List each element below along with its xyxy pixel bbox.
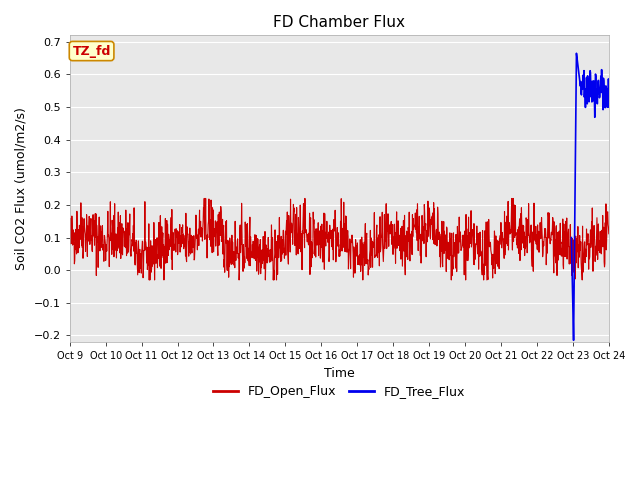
X-axis label: Time: Time	[324, 367, 355, 380]
FD_Tree_Flux	[596, 95, 604, 101]
FD_Open_Flux	[200, 195, 208, 201]
FD_Open_Flux	[66, 232, 74, 238]
FD_Open_Flux	[295, 246, 303, 252]
FD_Open_Flux	[108, 235, 115, 241]
FD_Tree_Flux	[573, 50, 580, 56]
FD_Open_Flux	[129, 223, 137, 228]
FD_Open_Flux	[316, 232, 324, 238]
FD_Tree_Flux	[570, 337, 577, 343]
Title: FD Chamber Flux: FD Chamber Flux	[273, 15, 405, 30]
Line: FD_Open_Flux: FD_Open_Flux	[70, 198, 609, 280]
FD_Open_Flux	[307, 217, 314, 223]
FD_Tree_Flux	[595, 89, 603, 95]
FD_Open_Flux	[145, 277, 153, 283]
FD_Tree_Flux	[584, 85, 592, 91]
FD_Tree_Flux	[605, 94, 612, 99]
Line: FD_Tree_Flux: FD_Tree_Flux	[572, 53, 609, 340]
FD_Tree_Flux	[573, 56, 581, 62]
FD_Tree_Flux	[568, 235, 575, 240]
Y-axis label: Soil CO2 Flux (umol/m2/s): Soil CO2 Flux (umol/m2/s)	[15, 107, 28, 270]
FD_Tree_Flux	[568, 252, 575, 258]
FD_Tree_Flux	[582, 75, 590, 81]
FD_Open_Flux	[605, 231, 612, 237]
Legend: FD_Open_Flux, FD_Tree_Flux: FD_Open_Flux, FD_Tree_Flux	[208, 380, 470, 403]
Text: TZ_fd: TZ_fd	[72, 45, 111, 58]
FD_Open_Flux	[373, 251, 381, 257]
